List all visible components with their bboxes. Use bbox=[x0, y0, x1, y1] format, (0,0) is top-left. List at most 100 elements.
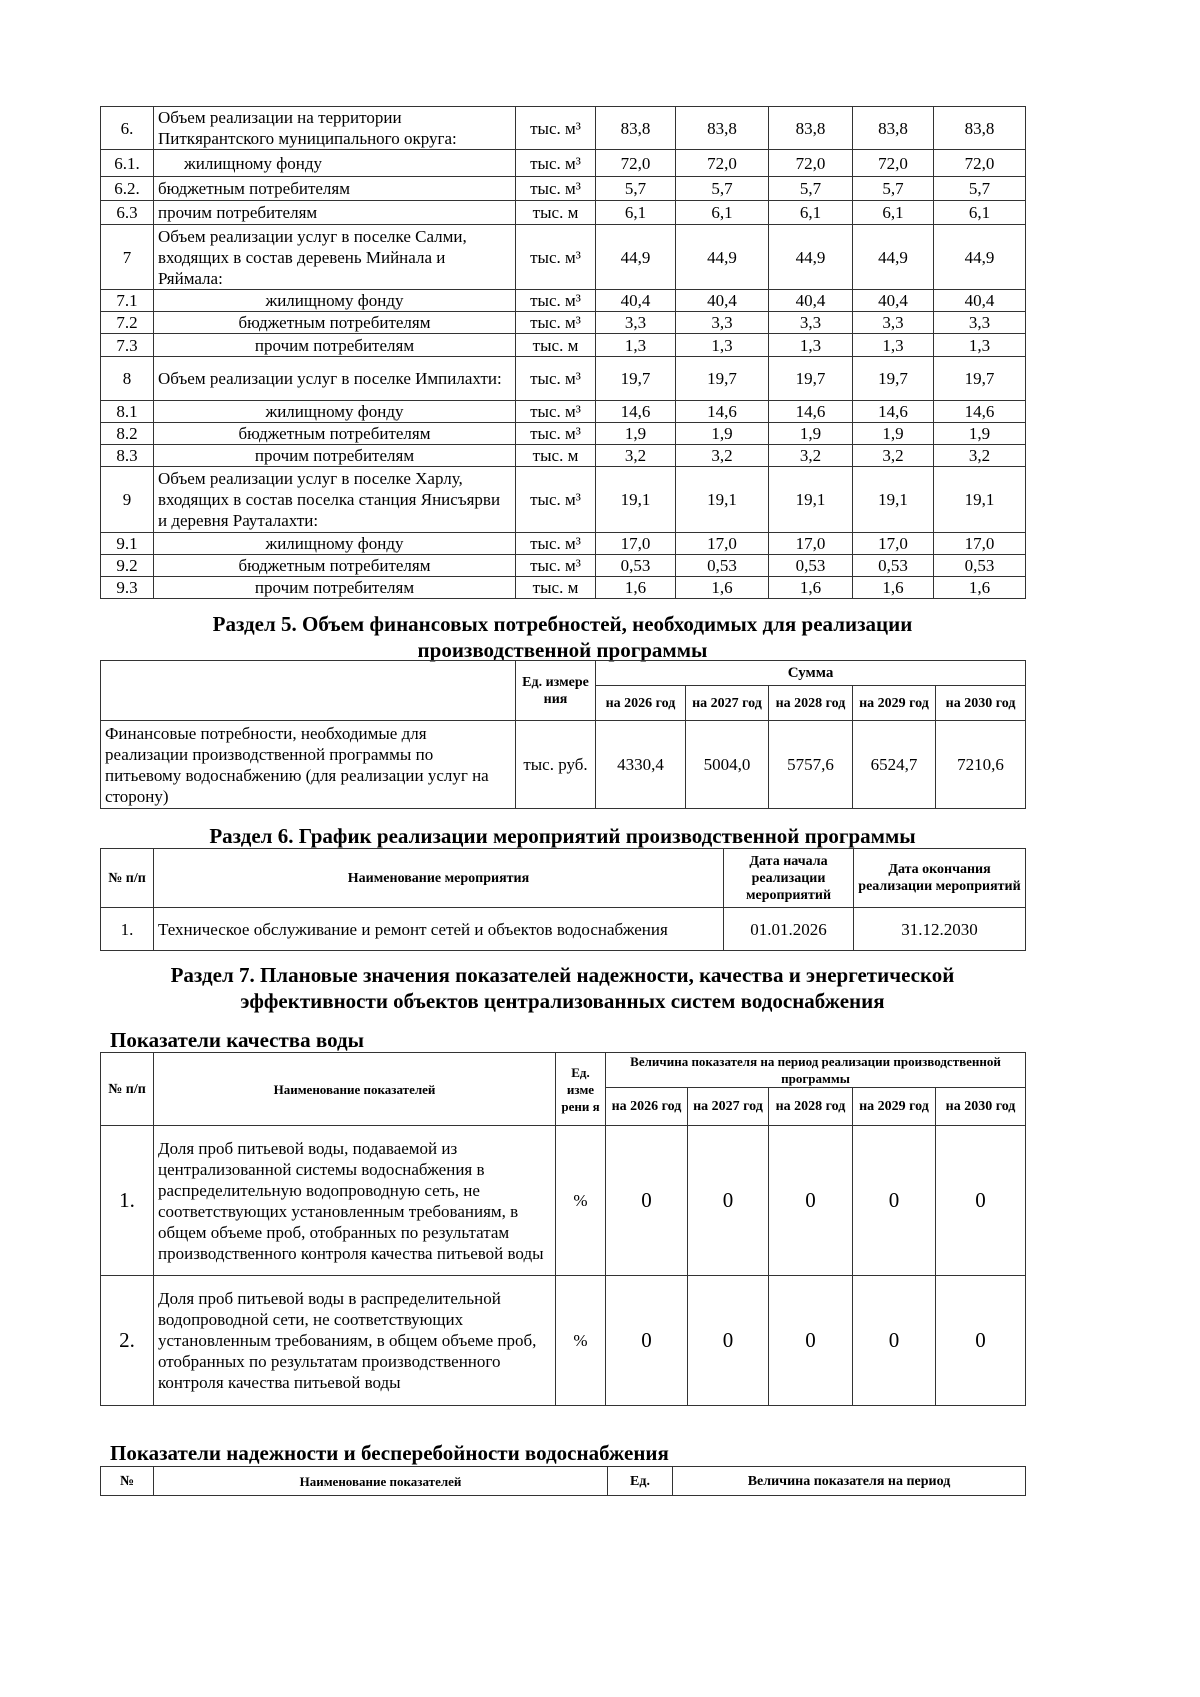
row-value: 1,6 bbox=[768, 576, 853, 599]
row-num: 1. bbox=[100, 907, 154, 951]
row-value: 0 bbox=[768, 1275, 853, 1406]
row-unit: тыс. м bbox=[515, 200, 596, 225]
period-header: Величина показателя на период bbox=[672, 1466, 1026, 1496]
row-value: 0,53 bbox=[852, 554, 934, 577]
table-row: 6.2. бюджетным потребителям тыс. м³ 5,7 5,7 5… bbox=[100, 176, 1026, 201]
row-num: 6.3 bbox=[100, 200, 154, 225]
period-header: Величина показателя на период реализации… bbox=[604, 1052, 1027, 1088]
row-value: 1,9 bbox=[768, 422, 853, 445]
row-name: жилищному фонду bbox=[153, 289, 516, 312]
row-num: 8 bbox=[100, 356, 154, 401]
row-num: 1. bbox=[100, 1125, 154, 1276]
row-unit: % bbox=[555, 1275, 606, 1406]
row-value: 1,9 bbox=[595, 422, 676, 445]
start-header: Дата начала реализации мероприятий bbox=[723, 848, 854, 908]
table-row: 9.2 бюджетным потребителям тыс. м³ 0,53 0,53… bbox=[100, 554, 1026, 577]
row-value: 19,7 bbox=[852, 356, 934, 401]
row-value: 83,8 bbox=[852, 106, 934, 150]
unit-header: Ед. изме рени я bbox=[555, 1052, 606, 1126]
row-value: 19,1 bbox=[933, 466, 1026, 533]
year-header: на 2026 год bbox=[595, 685, 686, 721]
row-value: 19,7 bbox=[675, 356, 769, 401]
finance-value: 7210,6 bbox=[934, 720, 1027, 809]
row-value: 72,0 bbox=[768, 149, 853, 177]
row-value: 1,6 bbox=[595, 576, 676, 599]
row-name: Доля проб питьевой воды в распределитель… bbox=[153, 1275, 556, 1406]
row-value: 44,9 bbox=[768, 224, 853, 290]
row-value: 40,4 bbox=[595, 289, 676, 312]
name-header: Наименование мероприятия bbox=[153, 848, 724, 908]
row-value: 19,7 bbox=[595, 356, 676, 401]
row-value: 3,3 bbox=[852, 311, 934, 334]
row-value: 3,3 bbox=[675, 311, 769, 334]
row-value: 72,0 bbox=[595, 149, 676, 177]
row-name: жилищному фонду bbox=[153, 532, 516, 555]
row-value: 1,6 bbox=[852, 576, 934, 599]
finance-value: 6524,7 bbox=[852, 720, 936, 809]
name-header: Наименование показателей bbox=[153, 1466, 608, 1496]
row-value: 83,8 bbox=[768, 106, 853, 150]
row-value: 1,9 bbox=[933, 422, 1026, 445]
row-name: бюджетным потребителям bbox=[153, 311, 516, 334]
row-num: 8.3 bbox=[100, 444, 154, 467]
row-value: 3,2 bbox=[675, 444, 769, 467]
table-row: 9.3 прочим потребителям тыс. м 1,6 1,6 1,6 1,6… bbox=[100, 576, 1026, 599]
year-header: на 2030 год bbox=[934, 1087, 1027, 1126]
row-name: жилищному фонду bbox=[153, 400, 516, 423]
row-num: 7 bbox=[100, 224, 154, 290]
row-value: 17,0 bbox=[768, 532, 853, 555]
row-value: 0,53 bbox=[675, 554, 769, 577]
table-row: 9 Объем реализации услуг в поселке Харлу,… bbox=[100, 466, 1026, 533]
row-value: 83,8 bbox=[675, 106, 769, 150]
finance-value: 5757,6 bbox=[768, 720, 853, 809]
name-header: Наименование показателей bbox=[153, 1052, 556, 1126]
row-value: 14,6 bbox=[933, 400, 1026, 423]
section5-title: Раздел 5. Объем финансовых потребностей,… bbox=[212, 612, 913, 662]
year-header: на 2029 год bbox=[852, 685, 936, 721]
row-value: 6,1 bbox=[852, 200, 934, 225]
row-value: 5,7 bbox=[852, 176, 934, 201]
row-value: 44,9 bbox=[675, 224, 769, 290]
row-value: 19,7 bbox=[768, 356, 853, 401]
row-value: 17,0 bbox=[595, 532, 676, 555]
row-value: 6,1 bbox=[768, 200, 853, 225]
row-value: 19,1 bbox=[595, 466, 676, 533]
row-value: 1,9 bbox=[675, 422, 769, 445]
row-unit: тыс. м³ bbox=[515, 311, 596, 334]
row-value: 19,1 bbox=[675, 466, 769, 533]
row-unit: тыс. м³ bbox=[515, 466, 596, 533]
row-name: бюджетным потребителям bbox=[153, 176, 516, 201]
row-name: Доля проб питьевой воды, подаваемой из ц… bbox=[153, 1125, 556, 1276]
row-value: 0,53 bbox=[595, 554, 676, 577]
table-row: 6.3 прочим потребителям тыс. м 6,1 6,1 6,1 6,1… bbox=[100, 200, 1026, 225]
row-value: 0 bbox=[768, 1125, 853, 1276]
sum-header: Сумма bbox=[594, 660, 1027, 686]
row-value: 0 bbox=[934, 1125, 1027, 1276]
row-value: 3,3 bbox=[933, 311, 1026, 334]
row-value: 19,1 bbox=[768, 466, 853, 533]
year-header: на 2028 год bbox=[768, 1087, 853, 1126]
row-unit: тыс. м³ bbox=[515, 289, 596, 312]
row-unit: тыс. м bbox=[515, 333, 596, 357]
year-header: на 2030 год bbox=[934, 685, 1027, 721]
schedule-table: № п/п Наименование мероприятия Дата начала… bbox=[100, 848, 1026, 951]
row-unit: тыс. м bbox=[515, 576, 596, 599]
section6-title: Раздел 6. График реализации мероприятий … bbox=[209, 824, 916, 848]
row-value: 5,7 bbox=[595, 176, 676, 201]
row-value: 1,3 bbox=[595, 333, 676, 357]
row-value: 72,0 bbox=[675, 149, 769, 177]
year-header: на 2027 год bbox=[685, 685, 769, 721]
section7-title: Раздел 7. Плановые значения показателей … bbox=[170, 963, 955, 1013]
row-num: 6.2. bbox=[100, 176, 154, 201]
row-unit: тыс. м³ bbox=[515, 554, 596, 577]
row-value: 1,3 bbox=[852, 333, 934, 357]
row-name: прочим потребителям bbox=[153, 576, 516, 599]
row-num: 8.1 bbox=[100, 400, 154, 423]
table-row: 6.1. жилищному фонду тыс. м³ 72,0 72,0 72,0 72… bbox=[100, 149, 1026, 177]
row-unit: тыс. м³ bbox=[515, 176, 596, 201]
row-num: 9.1 bbox=[100, 532, 154, 555]
row-value: 17,0 bbox=[933, 532, 1026, 555]
row-value: 0,53 bbox=[768, 554, 853, 577]
row-name: бюджетным потребителям bbox=[153, 554, 516, 577]
